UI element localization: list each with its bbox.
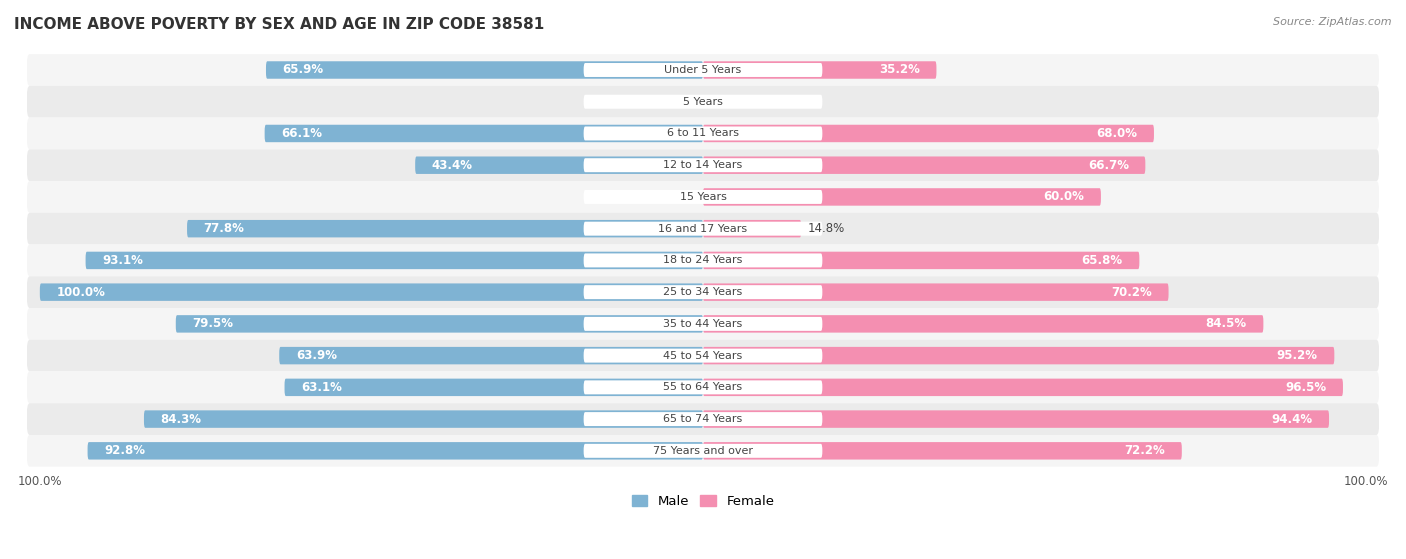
FancyBboxPatch shape (703, 283, 1168, 301)
Text: Under 5 Years: Under 5 Years (665, 65, 741, 75)
Text: 92.8%: 92.8% (104, 444, 145, 457)
FancyBboxPatch shape (703, 61, 936, 79)
Text: 77.8%: 77.8% (204, 222, 245, 235)
FancyBboxPatch shape (266, 61, 703, 79)
FancyBboxPatch shape (27, 276, 1379, 308)
Text: 94.4%: 94.4% (1271, 413, 1312, 425)
Text: 12 to 14 Years: 12 to 14 Years (664, 160, 742, 170)
FancyBboxPatch shape (27, 213, 1379, 244)
FancyBboxPatch shape (703, 252, 1139, 269)
FancyBboxPatch shape (583, 380, 823, 394)
Text: 75 Years and over: 75 Years and over (652, 446, 754, 456)
Text: 15 Years: 15 Years (679, 192, 727, 202)
Text: 72.2%: 72.2% (1125, 444, 1166, 457)
Text: Source: ZipAtlas.com: Source: ZipAtlas.com (1274, 17, 1392, 27)
FancyBboxPatch shape (27, 340, 1379, 372)
FancyBboxPatch shape (415, 157, 703, 174)
Legend: Male, Female: Male, Female (626, 490, 780, 514)
Text: 63.9%: 63.9% (295, 349, 337, 362)
Text: 96.5%: 96.5% (1285, 381, 1326, 394)
FancyBboxPatch shape (703, 347, 1334, 364)
FancyBboxPatch shape (583, 253, 823, 267)
Text: 43.4%: 43.4% (432, 159, 472, 172)
FancyBboxPatch shape (583, 126, 823, 140)
Text: 60.0%: 60.0% (1043, 191, 1084, 203)
Text: INCOME ABOVE POVERTY BY SEX AND AGE IN ZIP CODE 38581: INCOME ABOVE POVERTY BY SEX AND AGE IN Z… (14, 17, 544, 32)
Text: 93.1%: 93.1% (103, 254, 143, 267)
FancyBboxPatch shape (583, 95, 823, 108)
Text: 35.2%: 35.2% (879, 64, 920, 77)
FancyBboxPatch shape (264, 125, 703, 142)
Text: 14.8%: 14.8% (808, 222, 845, 235)
FancyBboxPatch shape (583, 158, 823, 172)
FancyBboxPatch shape (187, 220, 703, 238)
Text: 68.0%: 68.0% (1097, 127, 1137, 140)
FancyBboxPatch shape (583, 222, 823, 236)
FancyBboxPatch shape (39, 283, 703, 301)
Text: 65.8%: 65.8% (1081, 254, 1123, 267)
FancyBboxPatch shape (703, 315, 1264, 333)
FancyBboxPatch shape (143, 410, 703, 428)
Text: 100.0%: 100.0% (56, 286, 105, 299)
FancyBboxPatch shape (583, 285, 823, 299)
FancyBboxPatch shape (284, 378, 703, 396)
FancyBboxPatch shape (703, 188, 1101, 206)
Text: 65 to 74 Years: 65 to 74 Years (664, 414, 742, 424)
FancyBboxPatch shape (27, 54, 1379, 86)
Text: 5 Years: 5 Years (683, 97, 723, 107)
Text: 66.1%: 66.1% (281, 127, 322, 140)
FancyBboxPatch shape (27, 244, 1379, 276)
FancyBboxPatch shape (87, 442, 703, 459)
FancyBboxPatch shape (27, 117, 1379, 149)
Text: 35 to 44 Years: 35 to 44 Years (664, 319, 742, 329)
FancyBboxPatch shape (583, 349, 823, 363)
FancyBboxPatch shape (86, 252, 703, 269)
FancyBboxPatch shape (703, 220, 801, 238)
FancyBboxPatch shape (703, 378, 1343, 396)
Text: 55 to 64 Years: 55 to 64 Years (664, 382, 742, 392)
Text: 16 and 17 Years: 16 and 17 Years (658, 224, 748, 234)
Text: 84.5%: 84.5% (1206, 318, 1247, 330)
Text: 63.1%: 63.1% (301, 381, 342, 394)
FancyBboxPatch shape (703, 442, 1182, 459)
Text: 66.7%: 66.7% (1088, 159, 1129, 172)
Text: 6 to 11 Years: 6 to 11 Years (666, 129, 740, 139)
Text: 95.2%: 95.2% (1277, 349, 1317, 362)
FancyBboxPatch shape (27, 435, 1379, 467)
FancyBboxPatch shape (280, 347, 703, 364)
FancyBboxPatch shape (583, 317, 823, 331)
Text: 84.3%: 84.3% (160, 413, 201, 425)
FancyBboxPatch shape (583, 444, 823, 458)
FancyBboxPatch shape (703, 157, 1146, 174)
FancyBboxPatch shape (27, 308, 1379, 340)
FancyBboxPatch shape (703, 125, 1154, 142)
FancyBboxPatch shape (27, 149, 1379, 181)
FancyBboxPatch shape (27, 86, 1379, 117)
Text: 18 to 24 Years: 18 to 24 Years (664, 255, 742, 266)
FancyBboxPatch shape (27, 181, 1379, 213)
FancyBboxPatch shape (583, 190, 823, 204)
Text: 70.2%: 70.2% (1111, 286, 1152, 299)
FancyBboxPatch shape (583, 63, 823, 77)
Text: 45 to 54 Years: 45 to 54 Years (664, 350, 742, 361)
Text: 25 to 34 Years: 25 to 34 Years (664, 287, 742, 297)
Text: 79.5%: 79.5% (193, 318, 233, 330)
FancyBboxPatch shape (703, 410, 1329, 428)
FancyBboxPatch shape (27, 403, 1379, 435)
FancyBboxPatch shape (583, 412, 823, 426)
Text: 65.9%: 65.9% (283, 64, 323, 77)
FancyBboxPatch shape (176, 315, 703, 333)
FancyBboxPatch shape (27, 372, 1379, 403)
